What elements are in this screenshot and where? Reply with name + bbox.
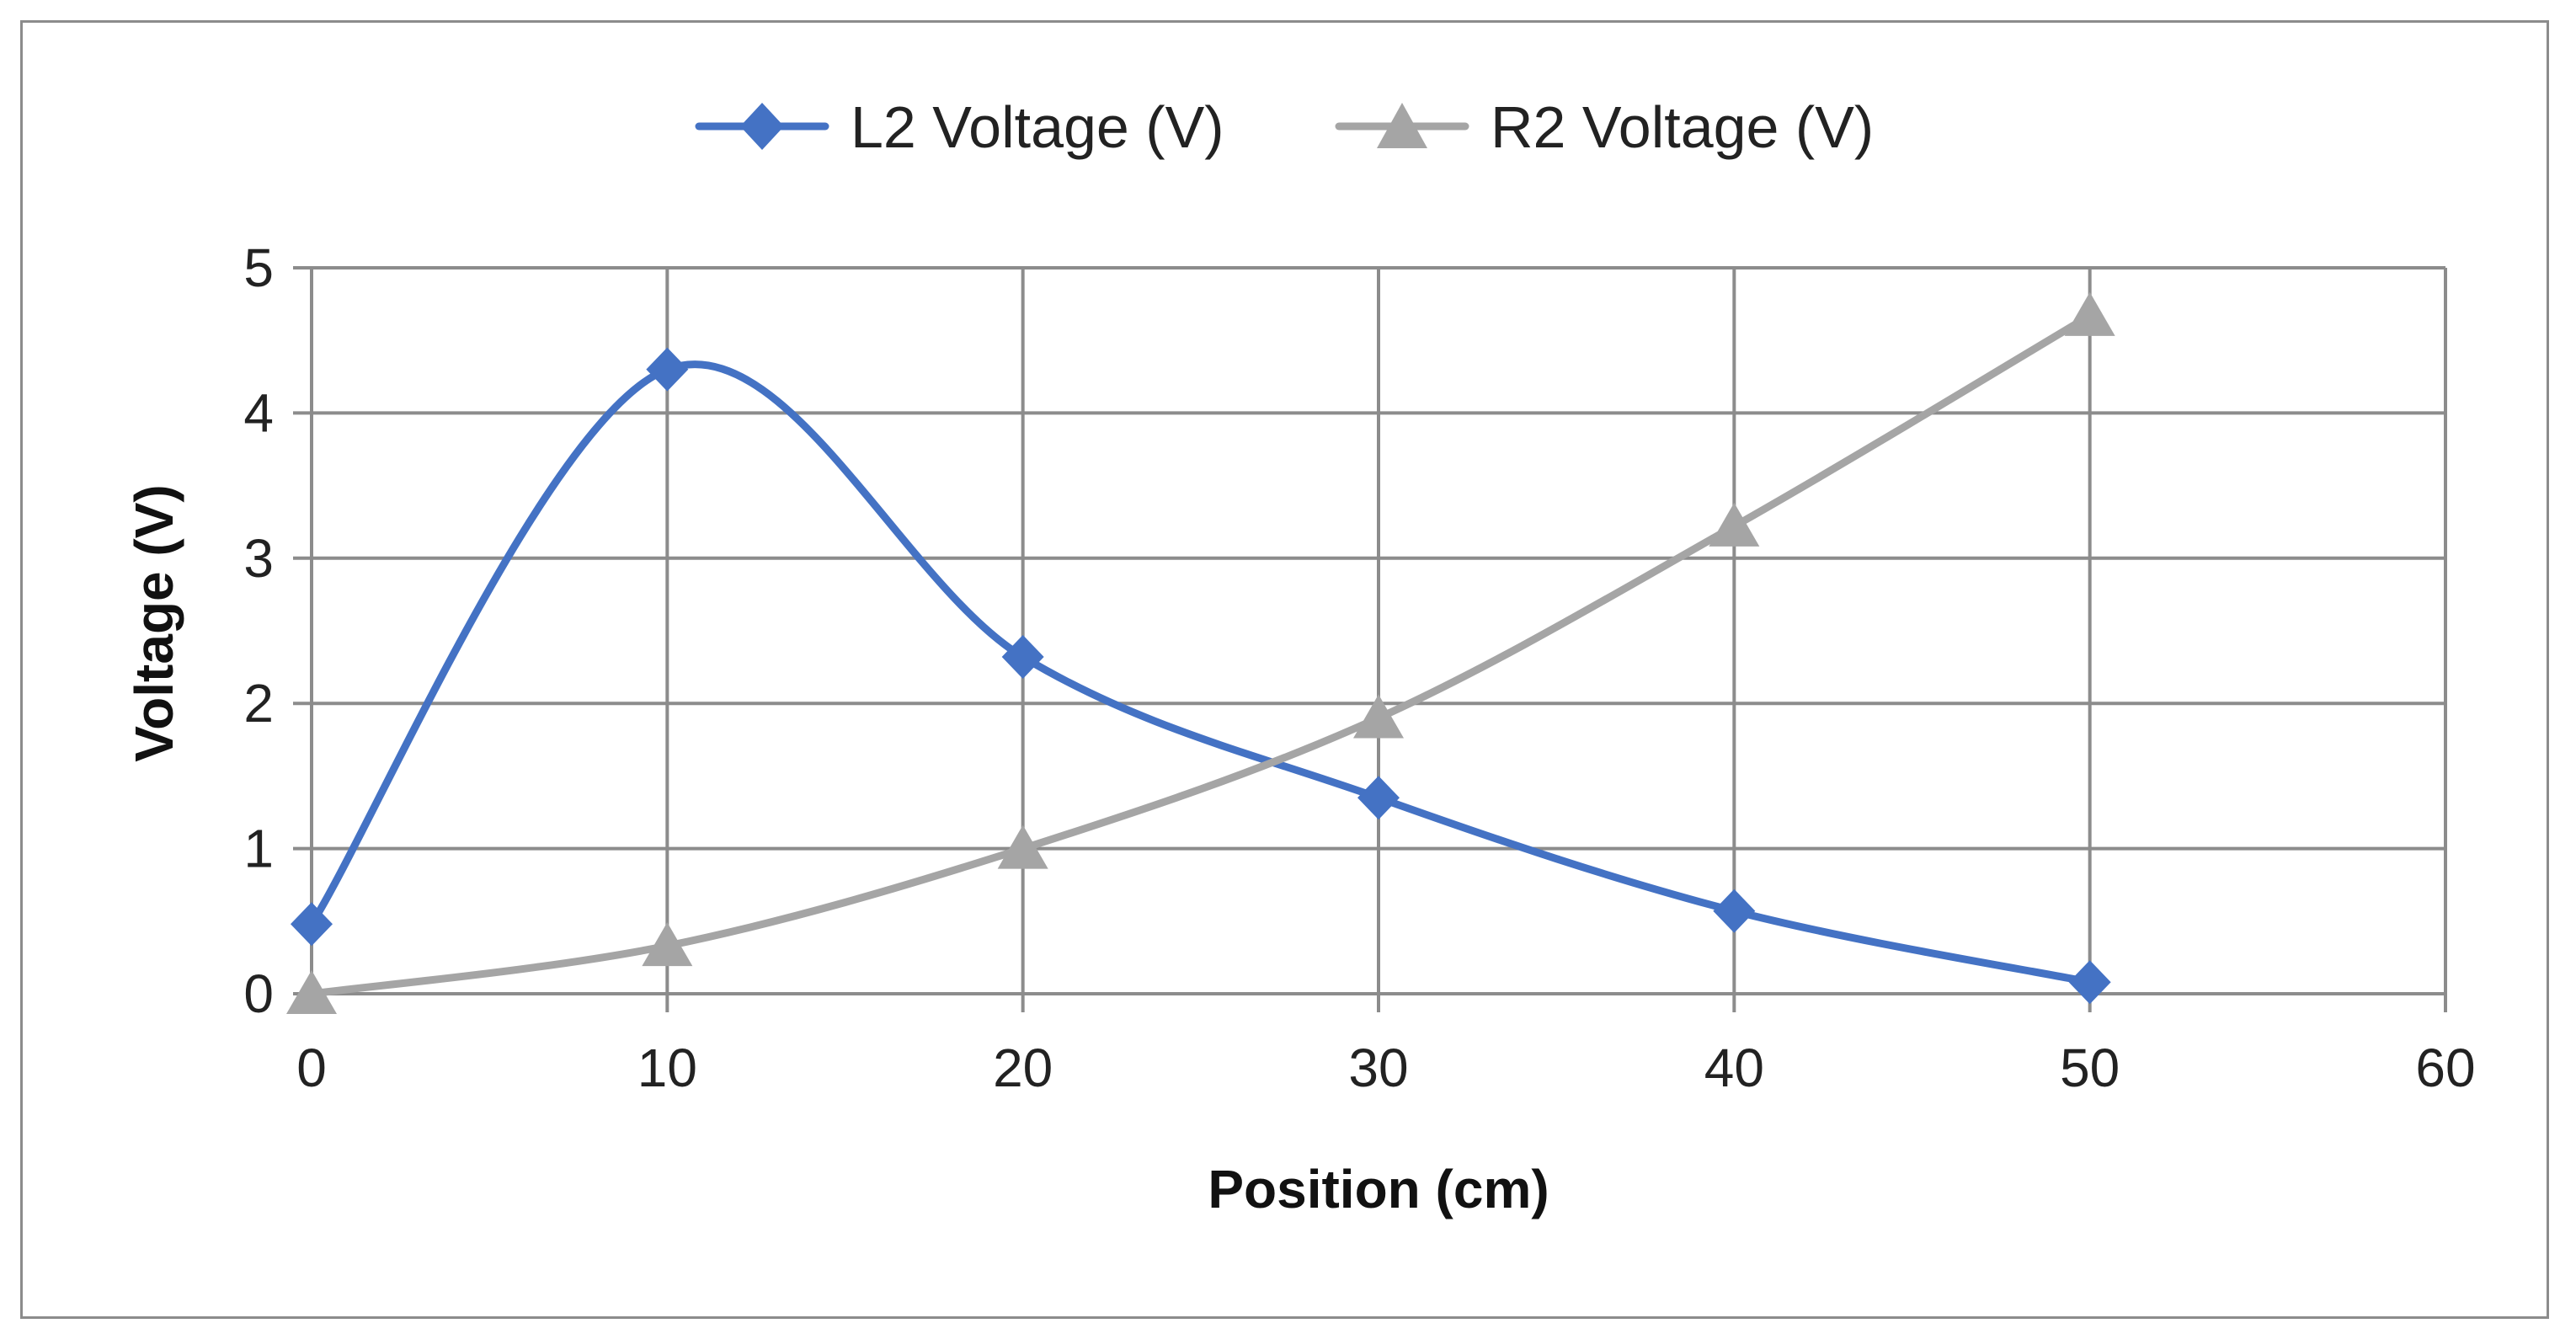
y-tick-label: 2	[243, 673, 274, 734]
y-tick-label: 1	[243, 819, 274, 879]
series-1	[291, 347, 2111, 1005]
legend-label-r2: R2 Voltage (V)	[1491, 94, 1874, 160]
x-tick-label: 0	[296, 1038, 327, 1098]
data-point-diamond[interactable]	[1001, 635, 1044, 680]
y-tick-label: 4	[243, 382, 274, 443]
x-axis-title: Position (cm)	[1208, 1159, 1549, 1219]
series-layer	[286, 291, 2115, 1014]
data-point-triangle[interactable]	[1353, 694, 1404, 739]
series-2	[286, 291, 2115, 1014]
data-point-diamond[interactable]	[2068, 960, 2111, 1005]
legend-item-r2[interactable]: R2 Voltage (V)	[1335, 94, 1874, 160]
legend: L2 Voltage (V) R2 Voltage (V)	[695, 94, 1874, 160]
y-tick-label: 5	[243, 237, 274, 298]
data-point-triangle[interactable]	[997, 824, 1048, 869]
x-axis-ticks: 0 10 20 30 40 50 60	[296, 1038, 2475, 1098]
x-tick-label: 50	[2060, 1038, 2120, 1098]
legend-diamond-marker-icon	[740, 103, 784, 150]
data-point-triangle[interactable]	[642, 922, 693, 967]
data-point-triangle[interactable]	[1709, 502, 1760, 547]
legend-item-l2[interactable]: L2 Voltage (V)	[695, 94, 1224, 160]
data-point-triangle[interactable]	[286, 970, 337, 1014]
data-point-diamond[interactable]	[1713, 888, 1756, 933]
x-tick-label: 30	[1348, 1038, 1408, 1098]
y-axis-title: Voltage (V)	[124, 484, 184, 762]
legend-label-l2: L2 Voltage (V)	[851, 94, 1224, 160]
y-tick-label: 0	[243, 963, 274, 1024]
y-tick-label: 3	[243, 528, 274, 589]
gridlines	[293, 266, 2447, 1012]
x-tick-label: 20	[993, 1038, 1053, 1098]
x-tick-label: 60	[2415, 1038, 2475, 1098]
data-point-diamond[interactable]	[1357, 776, 1400, 820]
x-tick-label: 10	[637, 1038, 697, 1098]
x-tick-label: 40	[1704, 1038, 1764, 1098]
data-point-diamond[interactable]	[291, 902, 333, 947]
series-line-2	[307, 312, 2094, 998]
legend-triangle-marker-icon	[1377, 103, 1427, 148]
series-line-1	[307, 360, 2094, 986]
data-point-diamond[interactable]	[646, 347, 689, 392]
data-point-triangle[interactable]	[2064, 291, 2115, 336]
y-axis-ticks: 0 1 2 3 4 5	[243, 237, 274, 1024]
